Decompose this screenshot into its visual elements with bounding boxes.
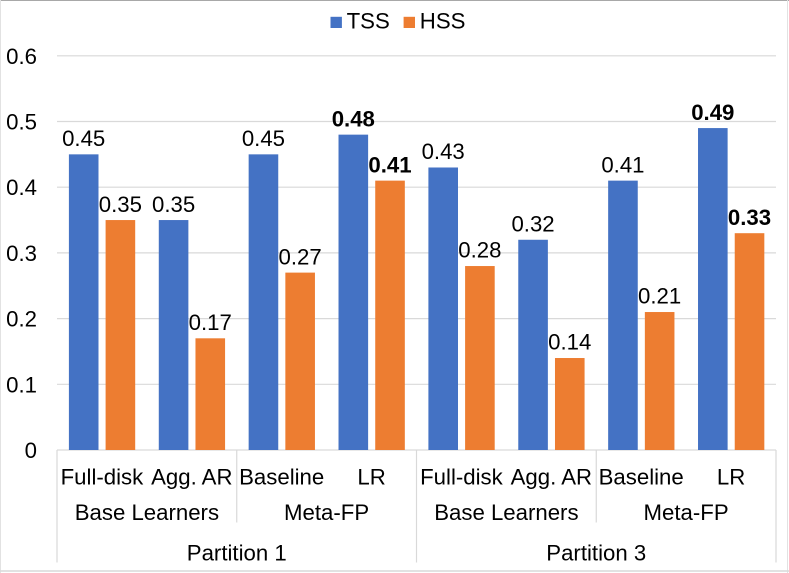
svg-text:0.4: 0.4 [6, 175, 37, 200]
svg-text:Base Learners: Base Learners [434, 500, 578, 525]
svg-text:Partition 1: Partition 1 [187, 540, 287, 565]
svg-text:Full-disk: Full-disk [61, 465, 145, 490]
svg-text:Agg. AR: Agg. AR [511, 465, 592, 490]
svg-text:Partition 3: Partition 3 [546, 540, 646, 565]
svg-text:TSS: TSS [347, 9, 390, 34]
svg-text:Meta-FP: Meta-FP [644, 500, 729, 525]
svg-text:0.21: 0.21 [638, 284, 681, 309]
svg-text:Full-disk: Full-disk [420, 465, 504, 490]
svg-text:0.6: 0.6 [6, 44, 37, 69]
svg-text:0.35: 0.35 [152, 192, 195, 217]
svg-text:0.2: 0.2 [6, 307, 37, 332]
svg-text:HSS: HSS [420, 9, 466, 34]
svg-text:0.33: 0.33 [728, 205, 771, 230]
svg-text:0.45: 0.45 [62, 126, 105, 151]
svg-text:LR: LR [357, 465, 385, 490]
svg-text:0.32: 0.32 [511, 211, 554, 236]
svg-text:0.41: 0.41 [368, 152, 411, 177]
svg-text:0.5: 0.5 [6, 110, 37, 135]
svg-text:0.14: 0.14 [548, 330, 591, 355]
svg-text:0.28: 0.28 [458, 238, 501, 263]
svg-text:Base Learners: Base Learners [75, 500, 219, 525]
svg-text:Baseline: Baseline [599, 465, 684, 490]
svg-text:0.45: 0.45 [242, 126, 285, 151]
svg-text:0.41: 0.41 [601, 152, 644, 177]
svg-text:LR: LR [717, 465, 745, 490]
svg-text:Meta-FP: Meta-FP [284, 500, 369, 525]
svg-text:0.27: 0.27 [279, 244, 322, 269]
svg-text:0.35: 0.35 [99, 192, 142, 217]
svg-text:0.17: 0.17 [189, 310, 232, 335]
svg-text:0.48: 0.48 [332, 106, 375, 131]
svg-text:0.43: 0.43 [422, 139, 465, 164]
svg-text:0.3: 0.3 [6, 241, 37, 266]
svg-text:0: 0 [25, 438, 37, 463]
svg-text:Baseline: Baseline [239, 465, 324, 490]
svg-text:Agg. AR: Agg. AR [151, 465, 232, 490]
svg-text:0.1: 0.1 [6, 372, 37, 397]
svg-text:0.49: 0.49 [691, 100, 734, 125]
